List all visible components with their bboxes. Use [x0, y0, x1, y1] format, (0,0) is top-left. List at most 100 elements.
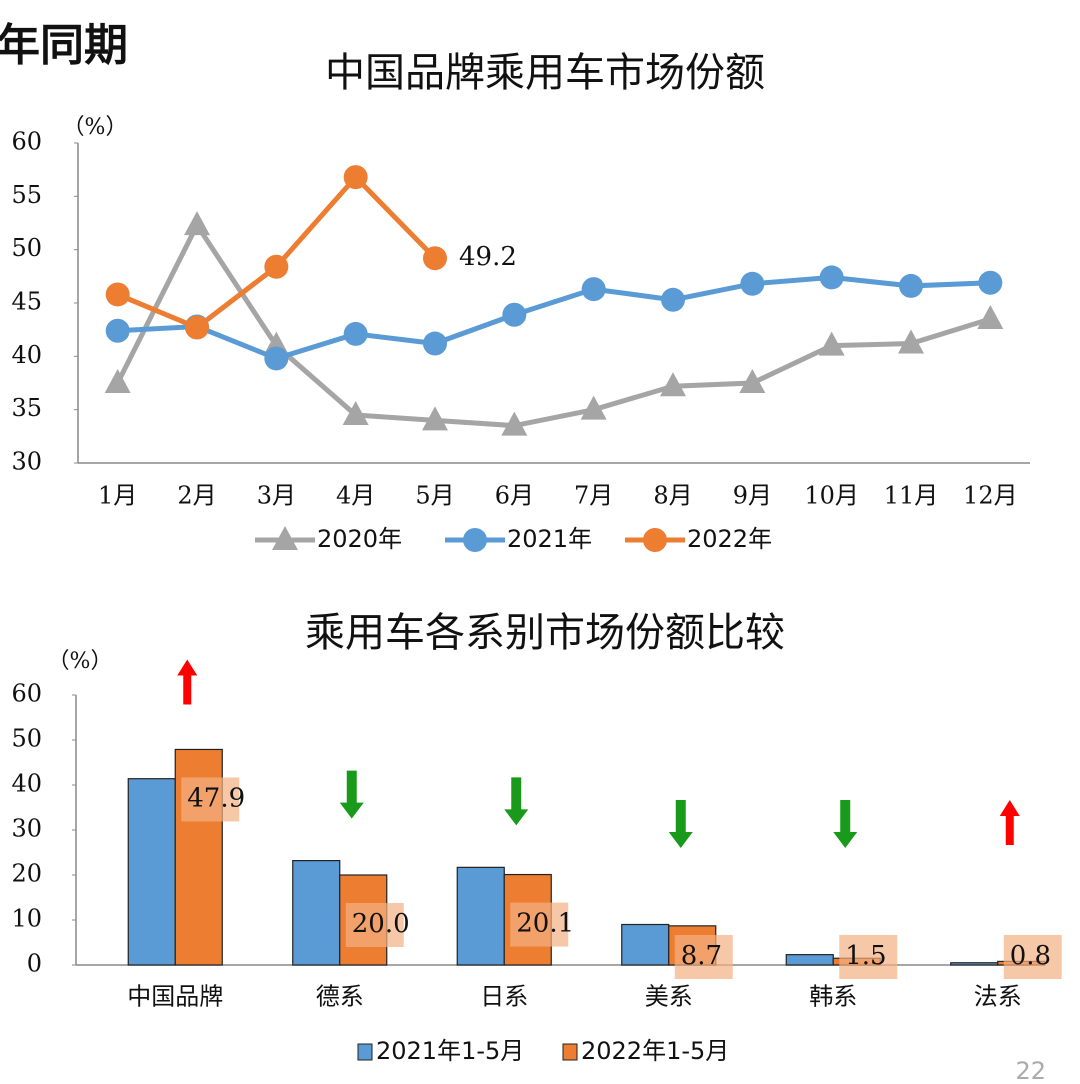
x-tick-label: 韩系 — [809, 983, 857, 1011]
data-label-box — [839, 935, 898, 979]
chart-title: 乘用车各系别市场份额比较 — [305, 610, 785, 656]
bar — [292, 859, 341, 966]
y-tick-label: 60 — [11, 128, 42, 156]
data-label: 0.8 — [1010, 941, 1051, 971]
series-line — [115, 220, 992, 429]
legend-swatch — [562, 1043, 578, 1061]
y-tick-label: 35 — [11, 394, 42, 422]
marker — [898, 329, 924, 354]
x-tick-label: 4月 — [336, 482, 375, 510]
x-tick-label: 9月 — [733, 482, 772, 510]
arrow-down — [339, 770, 364, 819]
marker — [818, 331, 845, 356]
y-tick-label: 50 — [11, 234, 42, 262]
arrow-up — [177, 659, 198, 705]
marker — [342, 401, 369, 425]
legend-swatch — [357, 1043, 373, 1061]
marker — [422, 406, 448, 431]
data-label-box — [1003, 935, 1062, 979]
x-tick-label: 1月 — [98, 482, 137, 510]
x-tick-label: 8月 — [653, 482, 692, 510]
y-tick-label: 20 — [11, 860, 42, 888]
y-tick-label: 55 — [11, 181, 42, 209]
marker — [423, 331, 447, 356]
series-line — [117, 274, 991, 362]
y-tick-label: 40 — [11, 770, 42, 798]
unit-label: （%） — [63, 115, 128, 140]
marker — [977, 305, 1004, 329]
x-tick-label: 3月 — [257, 482, 296, 510]
x-tick-label: 德系 — [316, 983, 364, 1011]
y-tick-label: 0 — [27, 950, 42, 978]
y-tick-label: 60 — [11, 680, 42, 708]
x-tick-label: 2月 — [177, 482, 216, 510]
x-tick-label: 日系 — [480, 983, 528, 1011]
x-tick-label: 5月 — [415, 482, 454, 510]
marker — [105, 318, 130, 343]
header: 上年同期 — [0, 20, 128, 71]
data-label: 20.0 — [352, 909, 410, 939]
marker — [740, 271, 765, 296]
legend-label: 2022年 — [687, 525, 772, 553]
y-tick-label: 50 — [11, 725, 42, 753]
chart-title: 中国品牌乘用车市场份额 — [325, 50, 765, 96]
marker — [501, 411, 528, 436]
x-tick-label: 10月 — [804, 482, 859, 510]
x-tick-label: 美系 — [645, 983, 693, 1011]
legend-label: 2021年1-5月 — [376, 1037, 524, 1065]
bar — [785, 954, 834, 966]
data-label: 20.1 — [516, 909, 574, 939]
marker — [185, 315, 209, 340]
unit-label: （%） — [48, 649, 113, 674]
marker — [739, 369, 766, 393]
marker — [264, 254, 289, 279]
marker — [184, 211, 210, 236]
data-label-box — [181, 777, 240, 822]
legend-label: 2020年 — [317, 525, 402, 553]
x-tick-label: 中国品牌 — [127, 983, 223, 1011]
bar — [621, 923, 670, 966]
arrow-down — [668, 800, 693, 848]
marker — [819, 265, 844, 290]
marker — [463, 528, 487, 552]
x-tick-label: 法系 — [974, 983, 1022, 1011]
marker — [978, 270, 1003, 295]
marker — [272, 526, 298, 550]
bar — [950, 962, 999, 966]
data-label: 47.9 — [187, 783, 245, 813]
arrow-down — [833, 800, 858, 848]
data-label-box — [674, 935, 733, 979]
data-label-box — [345, 903, 404, 947]
marker — [899, 273, 923, 298]
arrow-up — [999, 800, 1020, 845]
arrow-down — [504, 777, 529, 826]
y-tick-label: 40 — [11, 341, 42, 369]
marker — [643, 528, 667, 552]
y-tick-label: 45 — [11, 288, 42, 316]
marker — [343, 321, 368, 346]
y-tick-label: 10 — [11, 905, 42, 933]
x-tick-label: 6月 — [495, 482, 534, 510]
data-label: 1.5 — [845, 941, 886, 971]
marker — [660, 372, 686, 397]
marker — [502, 302, 527, 327]
marker — [105, 282, 130, 307]
y-tick-label: 30 — [11, 448, 42, 476]
legend-label: 2021年 — [507, 525, 592, 553]
marker — [104, 369, 131, 393]
marker — [581, 277, 606, 302]
data-label: 49.2 — [459, 242, 517, 272]
x-tick-label: 11月 — [884, 482, 939, 510]
bar — [127, 778, 176, 966]
marker — [264, 346, 289, 371]
x-tick-label: 12月 — [963, 482, 1018, 510]
marker — [580, 395, 607, 420]
data-label: 8.7 — [681, 941, 722, 971]
marker — [661, 287, 685, 312]
marker — [343, 165, 368, 190]
x-tick-label: 7月 — [574, 482, 613, 510]
legend-label: 2022年1-5月 — [581, 1037, 729, 1065]
marker — [423, 246, 447, 271]
y-tick-label: 30 — [11, 815, 42, 843]
